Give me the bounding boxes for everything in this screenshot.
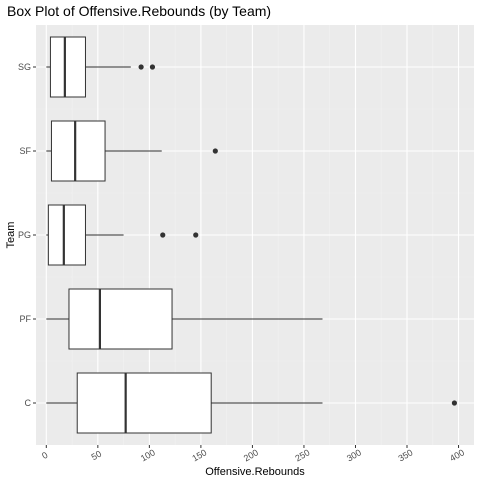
box-iqr — [49, 36, 86, 98]
y-tick-label: PF — [19, 314, 31, 324]
x-tick-label: 100 — [139, 447, 157, 463]
box-c — [46, 372, 458, 434]
x-axis-ticks: 0 50 100 150 200 250 300 350 400 — [40, 445, 466, 463]
x-axis-label: Offensive.Rebounds — [205, 466, 305, 478]
box-pf — [46, 288, 323, 350]
outlier-point — [160, 232, 166, 238]
box-sg — [46, 36, 156, 98]
box-pg — [46, 204, 199, 266]
x-tick-label: 350 — [397, 447, 415, 463]
outlier-point — [451, 400, 458, 406]
x-tick-label: 300 — [345, 447, 363, 463]
outlier-point — [193, 232, 199, 238]
y-tick-label: PG — [18, 230, 31, 240]
box-iqr — [47, 204, 86, 266]
x-tick-label: 250 — [293, 447, 311, 463]
box-iqr — [68, 288, 173, 350]
outlier-point — [138, 64, 144, 70]
boxes — [46, 36, 458, 434]
x-tick-label: 200 — [242, 447, 260, 463]
y-tick-label: C — [25, 398, 32, 408]
x-tick-label: 50 — [89, 449, 103, 463]
y-axis-ticks: SG SF PG PF C — [18, 62, 36, 408]
box-iqr — [50, 120, 106, 182]
x-tick-label: 150 — [190, 447, 208, 463]
box-sf — [46, 120, 218, 182]
chart-title: Box Plot of Offensive.Rebounds (by Team) — [7, 3, 271, 19]
grid-lines — [36, 25, 474, 445]
y-axis-label: Team — [5, 222, 17, 249]
box-iqr — [76, 372, 212, 434]
x-tick-label: 400 — [448, 447, 466, 463]
y-tick-label: SF — [19, 146, 31, 156]
y-tick-label: SG — [18, 62, 31, 72]
outlier-point — [212, 148, 218, 154]
x-tick-label: 0 — [40, 450, 49, 461]
outlier-point — [149, 64, 156, 70]
